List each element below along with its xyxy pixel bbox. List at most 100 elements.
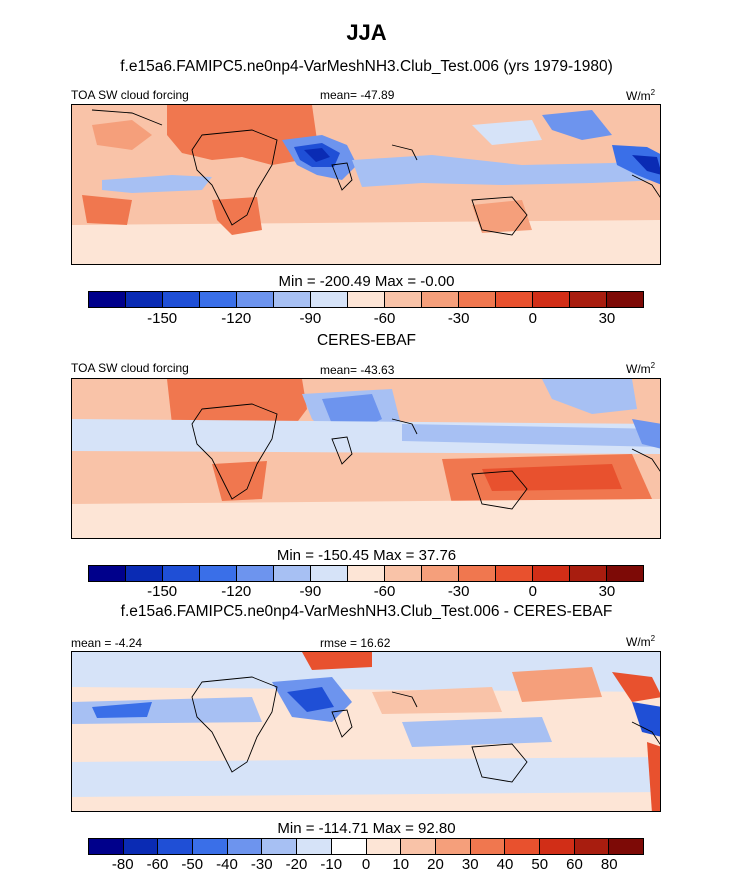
colorbar-swatch — [607, 292, 643, 307]
colorbar-swatch — [422, 292, 459, 307]
colorbar-tick-label: -30 — [447, 310, 470, 327]
colorbar-tick-label: -10 — [320, 856, 343, 873]
colorbar-swatch — [274, 292, 311, 307]
panel1-map — [71, 104, 661, 265]
panel1-minmax: Min = -200.49 Max = -0.00 — [278, 273, 455, 290]
colorbar-tick-label: -60 — [146, 856, 169, 873]
panel1-colorbar — [88, 291, 644, 308]
colorbar-swatch — [200, 566, 237, 581]
panel1-units: W/m2 — [626, 88, 656, 103]
colorbar-swatch — [89, 839, 124, 854]
colorbar-swatch — [348, 566, 385, 581]
colorbar-swatch — [237, 566, 274, 581]
colorbar-swatch — [123, 839, 159, 854]
panel2-units: W/m2 — [626, 361, 656, 376]
colorbar-swatch — [237, 292, 274, 307]
colorbar-swatch — [163, 566, 200, 581]
colorbar-swatch — [274, 566, 311, 581]
colorbar-tick-label: 20 — [427, 856, 444, 873]
colorbar-tick-label: 30 — [598, 310, 616, 327]
colorbar-swatch — [126, 566, 163, 581]
colorbar-swatch — [348, 292, 385, 307]
colorbar-swatch — [331, 839, 367, 854]
panel1-colorbar-ticks: -150 -120 -90 -60 -30 0 30 — [88, 310, 644, 328]
colorbar-tick-label: -60 — [373, 583, 396, 600]
panel2-heading: CERES-EBAF — [316, 332, 417, 349]
colorbar-swatch — [385, 566, 422, 581]
panel3-rmse-label: rmse = 16.62 — [320, 636, 391, 650]
panel3-colorbar-ticks: -80 -60 -50 -40 -30 -20 -10 0 10 20 30 40 50 60 80 — [88, 856, 644, 874]
colorbar-tick-label: -60 — [373, 310, 396, 327]
colorbar-swatch — [533, 292, 570, 307]
colorbar-swatch — [539, 839, 575, 854]
colorbar-swatch — [385, 292, 422, 307]
colorbar-tick-label: 30 — [598, 583, 616, 600]
colorbar-tick-label: 0 — [361, 856, 371, 873]
colorbar-tick-label: -30 — [447, 583, 470, 600]
colorbar-tick-label: 60 — [566, 856, 583, 873]
panel2-mean-label: mean= -43.63 — [320, 363, 395, 377]
colorbar-swatch — [311, 566, 348, 581]
colorbar-swatch — [200, 292, 237, 307]
colorbar-tick-label: -20 — [285, 856, 308, 873]
colorbar-tick-label: -120 — [221, 310, 252, 327]
colorbar-tick-label: -30 — [250, 856, 273, 873]
colorbar-swatch — [89, 566, 126, 581]
colorbar-tick-label: 10 — [392, 856, 410, 873]
colorbar-swatch — [311, 292, 348, 307]
colorbar-swatch — [401, 839, 436, 854]
colorbar-swatch — [609, 839, 643, 854]
panel1-heading: f.e15a6.FAMIPC5.ne0np4-VarMeshNH3.Club_T… — [120, 58, 613, 75]
colorbar-swatch — [163, 292, 200, 307]
panel3-map — [71, 651, 661, 812]
colorbar-tick-label: -150 — [147, 310, 178, 327]
colorbar-swatch — [470, 839, 506, 854]
colorbar-tick-label: -90 — [299, 310, 322, 327]
colorbar-tick-label: -150 — [147, 583, 178, 600]
colorbar-swatch — [366, 839, 402, 854]
colorbar-swatch — [607, 566, 643, 581]
panel1-mean-label: mean= -47.89 — [320, 88, 395, 102]
colorbar-swatch — [570, 292, 607, 307]
figure-title: JJA — [346, 20, 387, 45]
colorbar-swatch — [126, 292, 163, 307]
colorbar-tick-label: 40 — [496, 856, 514, 873]
colorbar-swatch — [459, 292, 496, 307]
colorbar-swatch — [496, 566, 533, 581]
panel2-map — [71, 378, 661, 539]
panel3-minmax: Min = -114.71 Max = 92.80 — [277, 820, 456, 837]
colorbar-tick-label: 80 — [600, 856, 618, 873]
colorbar-tick-label: -40 — [216, 856, 238, 873]
colorbar-swatch — [422, 566, 459, 581]
panel2-minmax: Min = -150.45 Max = 37.76 — [276, 547, 457, 564]
colorbar-swatch — [570, 566, 607, 581]
colorbar-tick-label: 0 — [528, 583, 537, 600]
colorbar-tick-label: -80 — [111, 856, 134, 873]
panel3-colorbar — [88, 838, 644, 855]
panel3-heading: f.e15a6.FAMIPC5.ne0np4-VarMeshNH3.Club_T… — [120, 603, 613, 620]
colorbar-tick-label: -90 — [299, 583, 322, 600]
colorbar-swatch — [89, 292, 126, 307]
colorbar-swatch — [435, 839, 471, 854]
panel3-mean-label: mean = -4.24 — [71, 636, 143, 650]
colorbar-tick-label: 50 — [531, 856, 549, 873]
colorbar-swatch — [227, 839, 263, 854]
colorbar-tick-label: -50 — [181, 856, 204, 873]
colorbar-swatch — [193, 839, 228, 854]
colorbar-swatch — [574, 839, 610, 854]
panel3-units: W/m2 — [626, 634, 656, 649]
colorbar-tick-label: -120 — [221, 583, 252, 600]
colorbar-tick-label: 30 — [461, 856, 479, 873]
panel2-colorbar — [88, 565, 644, 582]
colorbar-swatch — [459, 566, 496, 581]
colorbar-swatch — [158, 839, 194, 854]
colorbar-tick-label: 0 — [528, 310, 537, 327]
colorbar-swatch — [297, 839, 332, 854]
panel2-colorbar-ticks: -150 -120 -90 -60 -30 0 30 — [88, 583, 644, 601]
panel1-left-label: TOA SW cloud forcing — [71, 88, 189, 102]
panel2-left-label: TOA SW cloud forcing — [71, 361, 189, 375]
colorbar-swatch — [505, 839, 540, 854]
colorbar-swatch — [533, 566, 570, 581]
colorbar-swatch — [262, 839, 298, 854]
colorbar-swatch — [496, 292, 533, 307]
